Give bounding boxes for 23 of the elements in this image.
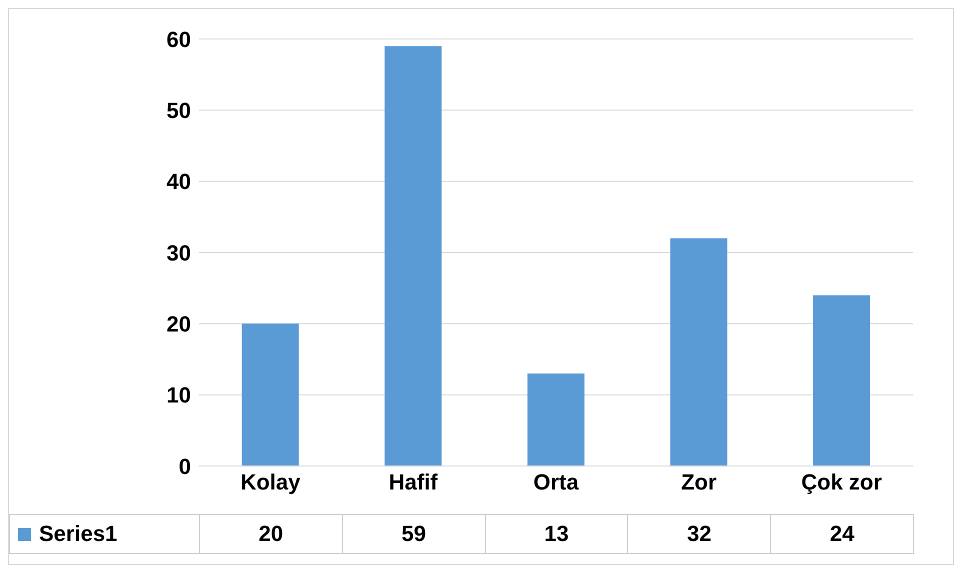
legend-label: Series1 — [39, 521, 118, 548]
x-tick-label: Hafif — [388, 470, 438, 495]
data-label: 24 — [770, 514, 914, 554]
y-tick-label: 50 — [166, 98, 191, 123]
data-label: 32 — [628, 514, 771, 554]
x-tick-label: Orta — [533, 470, 580, 495]
bar — [527, 373, 584, 466]
x-tick-label: Kolay — [240, 470, 302, 495]
data-label: 20 — [200, 514, 342, 554]
y-tick-label: 20 — [166, 311, 191, 336]
bar — [242, 324, 299, 466]
y-tick-label: 30 — [166, 240, 191, 266]
x-tick-label: Çok zor — [801, 470, 882, 495]
x-tick-label: Zor — [681, 470, 717, 495]
y-tick-label: 40 — [166, 169, 191, 194]
y-tick-label: 0 — [178, 454, 191, 479]
y-tick-label: 10 — [166, 382, 191, 408]
bar — [813, 295, 870, 466]
data-label: 59 — [342, 514, 486, 554]
bar — [384, 46, 442, 466]
y-tick-label: 60 — [166, 26, 191, 52]
bar — [670, 238, 728, 466]
data-label: 13 — [485, 514, 628, 554]
